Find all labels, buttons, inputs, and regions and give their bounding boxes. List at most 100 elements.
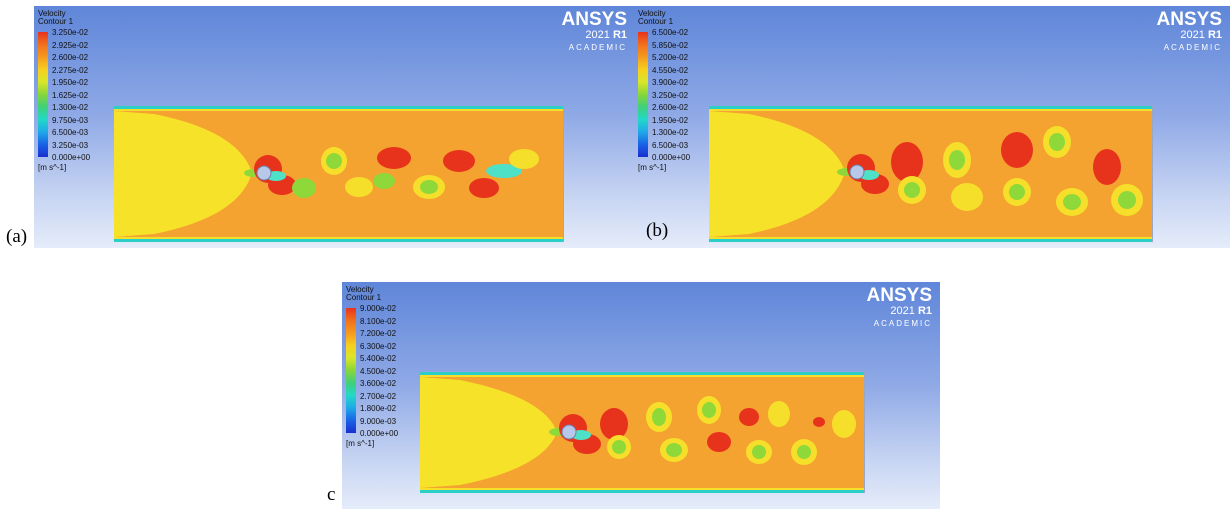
cylinder-obstacle <box>561 424 577 440</box>
vortex-patch <box>1001 132 1033 168</box>
vortex-patch <box>612 440 626 454</box>
vortex-patch <box>377 147 411 169</box>
legend-tick-label: 1.625e-02 <box>52 90 89 100</box>
vortex-patch <box>797 445 811 459</box>
vortex-patch <box>832 410 856 438</box>
vortex-patch <box>420 180 438 194</box>
panel-caption-c: c <box>327 484 336 505</box>
inlet-region <box>420 377 557 488</box>
vortex-patch <box>739 408 759 426</box>
bottom-wall-gradient <box>709 237 1153 239</box>
vortex-patch <box>1093 149 1121 185</box>
legend-tick-label: 6.500e-03 <box>52 128 89 137</box>
outlet-edge <box>1152 106 1153 242</box>
legend-tick-label: 9.750e-03 <box>52 115 89 125</box>
vortex-patch <box>891 142 923 182</box>
legend-color-bar <box>38 32 48 157</box>
legend-title: Velocity Contour 1 <box>638 9 674 26</box>
vortex-patch <box>1049 133 1065 151</box>
legend-tick-label: 1.950e-02 <box>652 115 689 125</box>
legend-unit: [m s^-1] <box>38 163 67 172</box>
top-wall-gradient <box>420 375 865 377</box>
vortex-patch <box>469 178 499 198</box>
legend-color-bar <box>638 32 648 157</box>
outlet-edge <box>864 372 865 493</box>
bottom-wall-layer <box>709 239 1153 242</box>
legend-tick-label: 5.200e-02 <box>652 53 689 62</box>
legend-tick-label: 3.250e-02 <box>52 28 89 37</box>
ansys-logo: ANSYS 2021 R1 ACADEMIC <box>866 285 932 328</box>
vortex-patch <box>373 173 395 189</box>
cylinder-obstacle <box>256 165 272 181</box>
cylinder-obstacle <box>849 164 865 180</box>
ansys-logo: ANSYS 2021 R1 ACADEMIC <box>1156 9 1222 52</box>
vortex-patch <box>707 432 731 452</box>
vortex-patch <box>768 401 790 427</box>
top-wall-gradient <box>709 109 1153 111</box>
legend-tick-label: 5.850e-02 <box>652 40 689 50</box>
legend-tick-label: 1.300e-02 <box>52 103 89 112</box>
legend-color-bar <box>346 308 356 433</box>
top-wall-layer <box>420 372 865 375</box>
vortex-patch <box>949 150 965 170</box>
vortex-patch <box>904 182 920 198</box>
vortex-patch <box>443 150 475 172</box>
vortex-patch <box>345 177 373 197</box>
outlet-edge <box>563 106 564 242</box>
legend-tick-label: 0.000e+00 <box>652 153 691 162</box>
bottom-wall-layer <box>420 490 865 493</box>
panel-caption-a: (a) <box>6 226 28 247</box>
vortex-patch <box>951 183 983 211</box>
inlet-region <box>114 111 252 237</box>
legend-tick-label: 2.600e-02 <box>52 53 89 62</box>
legend-title: Velocity Contour 1 <box>346 285 382 302</box>
legend-tick-label: 8.100e-02 <box>360 316 397 326</box>
vortex-patch <box>326 153 342 169</box>
ansys-logo: ANSYS 2021 R1 ACADEMIC <box>561 9 627 52</box>
legend-tick-label: 1.800e-02 <box>360 404 397 413</box>
velocity-contour-plot <box>709 106 1153 242</box>
legend-tick-label: 0.000e+00 <box>52 153 91 162</box>
vortex-patch <box>1009 184 1025 200</box>
velocity-contour-plot <box>114 106 564 242</box>
legend-title: Velocity Contour 1 <box>38 9 74 26</box>
top-wall-layer <box>709 106 1153 109</box>
contour-panel-c: Velocity Contour 1 9.000e-02 8.100e-02 7.2… <box>342 282 940 509</box>
bottom-wall-gradient <box>114 237 564 239</box>
vortex-patch <box>486 164 522 178</box>
legend-unit: [m s^-1] <box>638 163 667 172</box>
bottom-wall-gradient <box>420 488 865 490</box>
vortex-patch <box>702 402 716 418</box>
panel-caption-b: (b) <box>646 220 669 241</box>
vortex-patch <box>752 445 766 459</box>
legend-unit: [m s^-1] <box>346 439 375 448</box>
legend-tick-label: 2.700e-02 <box>360 391 397 401</box>
legend-tick-label: 3.250e-02 <box>652 90 689 100</box>
legend-tick-label: 6.300e-02 <box>360 341 397 351</box>
contour-panel-b: Velocity Contour 1 6.500e-02 5.850e-02 5.2… <box>634 6 1230 248</box>
bottom-wall-layer <box>114 239 564 242</box>
legend-tick-label: 1.950e-02 <box>52 78 89 87</box>
inlet-region <box>709 111 845 237</box>
vortex-patch <box>1118 191 1136 209</box>
legend-tick-label: 7.200e-02 <box>360 329 397 338</box>
contour-panel-a: Velocity Contour 1 3.250e-02 2.925e-02 2.6… <box>34 6 635 248</box>
legend-tick-label: 4.550e-02 <box>652 65 689 75</box>
legend-tick-label: 4.500e-02 <box>360 366 397 376</box>
vortex-patch <box>813 417 825 427</box>
top-wall-layer <box>114 106 564 109</box>
legend-tick-label: 2.275e-02 <box>52 65 89 75</box>
legend-tick-label: 0.000e+00 <box>360 429 399 438</box>
legend-tick-label: 6.500e-03 <box>652 140 689 150</box>
legend-tick-label: 9.000e-03 <box>360 416 397 426</box>
vortex-patch <box>292 178 316 198</box>
vortex-patch <box>652 408 666 426</box>
legend-tick-label: 3.250e-03 <box>52 140 89 150</box>
legend-tick-label: 5.400e-02 <box>360 354 397 363</box>
legend-tick-label: 3.600e-02 <box>360 379 397 388</box>
vortex-patch <box>1063 194 1081 210</box>
legend-tick-label: 2.600e-02 <box>652 103 689 112</box>
velocity-contour-plot <box>420 372 865 493</box>
vortex-patch <box>666 443 682 457</box>
vortex-patch <box>600 408 628 440</box>
